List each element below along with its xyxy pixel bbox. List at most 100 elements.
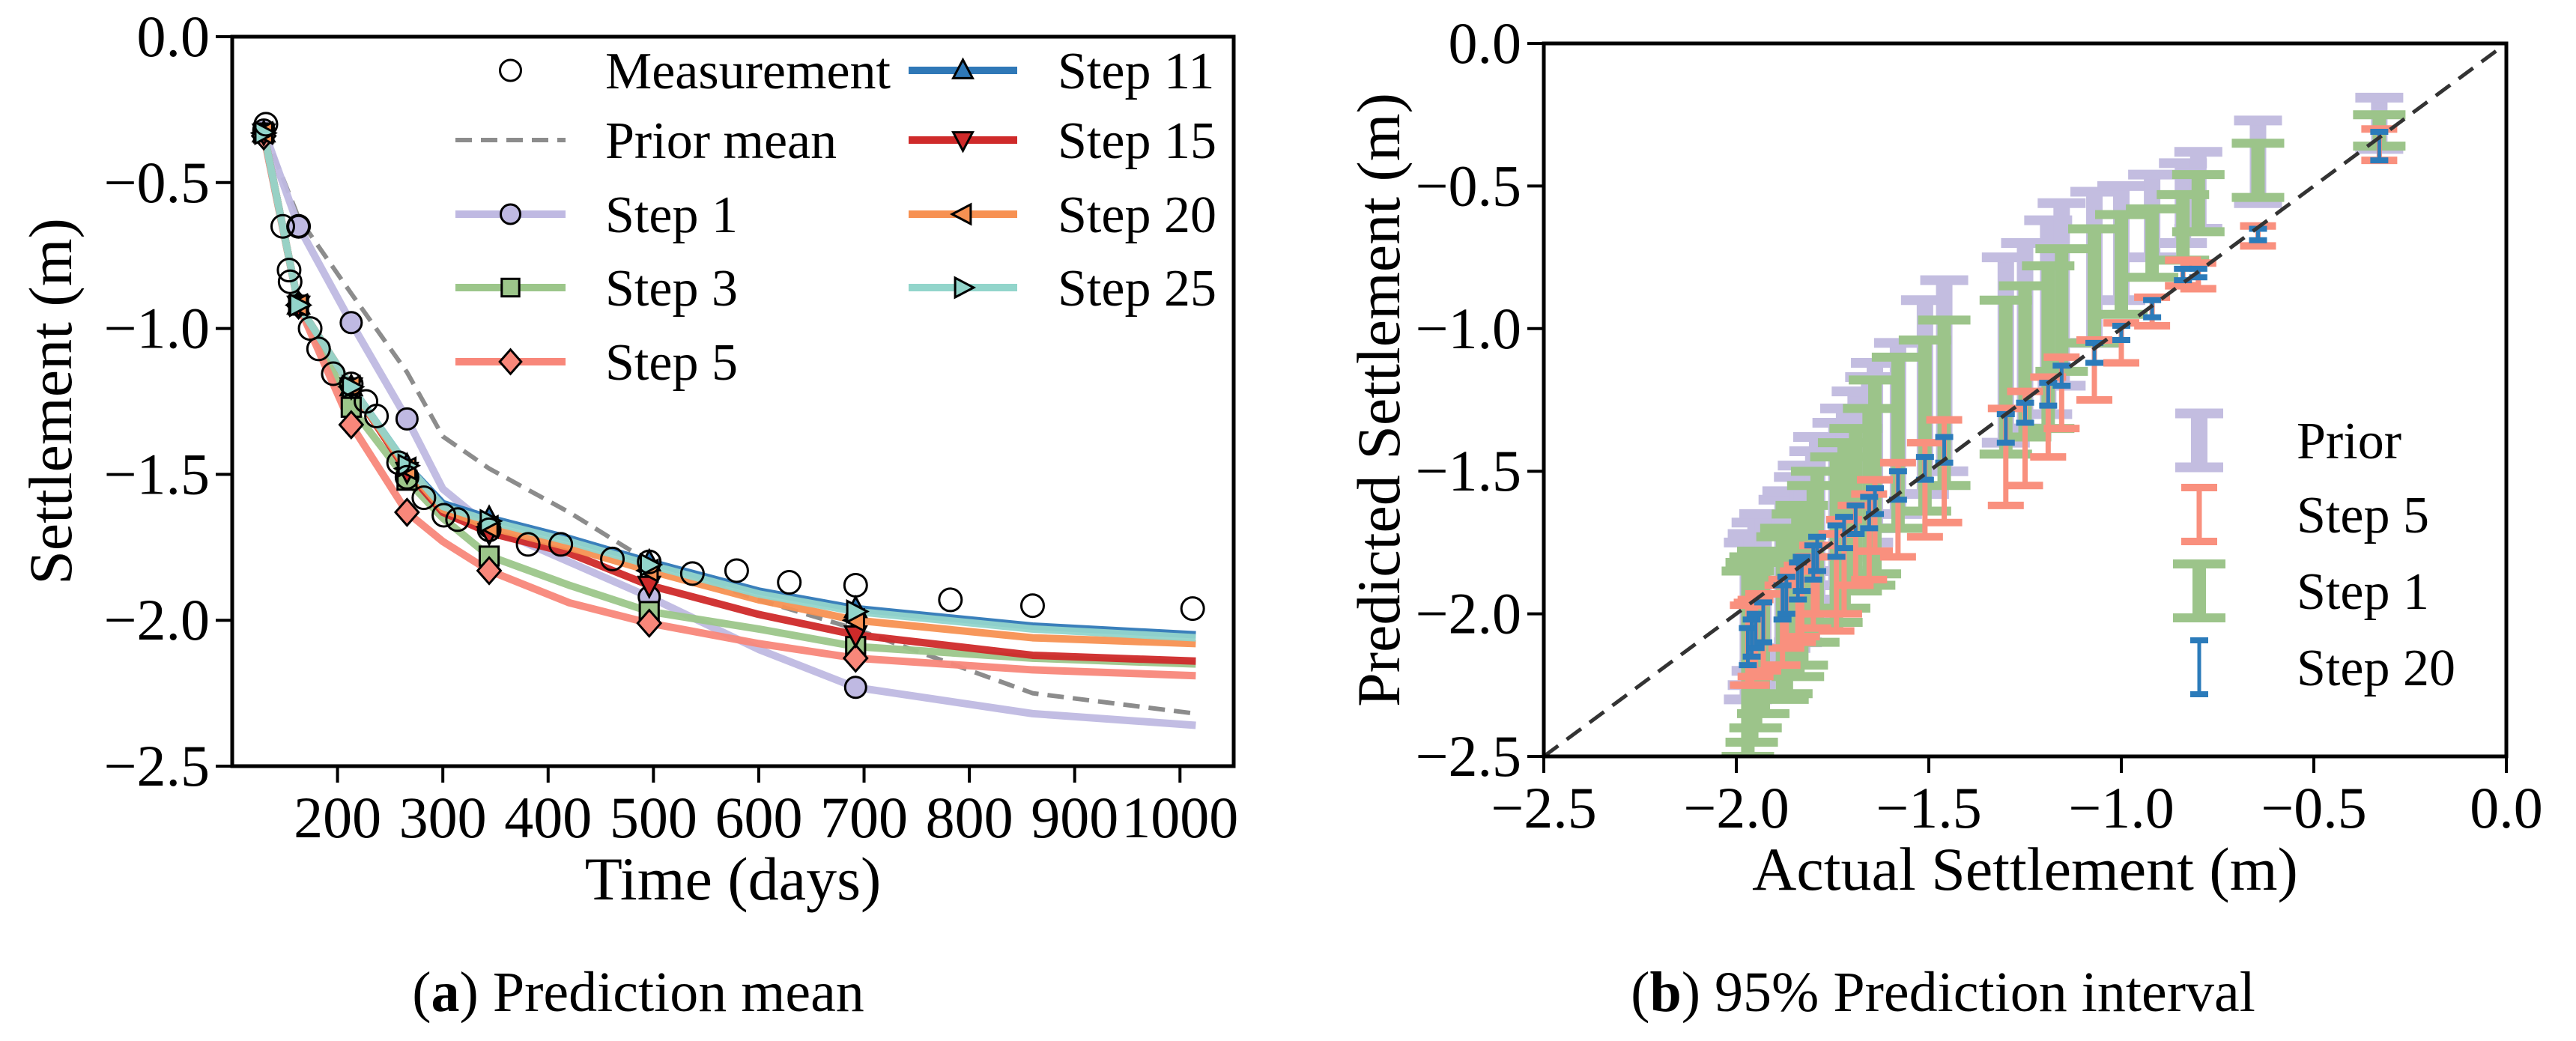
y-tick-label: −2.0 xyxy=(1416,581,1522,646)
y-tick-label: −1.0 xyxy=(1416,296,1522,361)
legend-label: Step 1 xyxy=(605,186,738,244)
caption-paren-close: ) xyxy=(1682,961,1700,1024)
legend-label: Step 25 xyxy=(1058,260,1216,318)
y-tick-label: 0.0 xyxy=(1449,10,1522,76)
legend-label: Step 15 xyxy=(1058,112,1216,170)
y-tick-label: 0.0 xyxy=(137,4,210,69)
x-tick-label: −1.5 xyxy=(1876,775,1982,840)
legend-label: Step 20 xyxy=(1058,186,1216,244)
y-tick-label: −1.5 xyxy=(104,441,210,506)
legend-marker xyxy=(951,131,975,154)
x-tick-label: −2.5 xyxy=(1491,775,1597,840)
legend-label: Step 3 xyxy=(605,260,738,318)
plot-area xyxy=(1544,43,2506,756)
x-tick-label: −2.0 xyxy=(1683,775,1789,840)
x-tick-label: −0.5 xyxy=(2261,775,2367,840)
x-tick-label: 500 xyxy=(610,785,697,850)
y-tick-label: −0.5 xyxy=(104,150,210,215)
x-tick-label: 400 xyxy=(504,785,592,850)
x-tick-label: −1.0 xyxy=(2068,775,2175,840)
legend-item: Step 20 xyxy=(2190,637,2455,697)
series-marker-step-25 xyxy=(342,374,366,400)
error-bar xyxy=(2172,170,2225,237)
y-axis-label: Settlement (m) xyxy=(16,218,85,585)
y-tick-label: −2.0 xyxy=(104,587,210,652)
measurement-point xyxy=(515,532,541,557)
legend-marker-measurement xyxy=(499,58,522,82)
error-bar xyxy=(2249,225,2267,243)
x-tick-label: 600 xyxy=(715,785,802,850)
legend-item: Step 5 xyxy=(2181,484,2429,545)
measurement-point xyxy=(548,532,574,557)
legend-marker xyxy=(500,203,521,225)
legend-item: Step 11 xyxy=(909,43,1214,100)
series-marker-step-1 xyxy=(395,407,419,431)
series-marker-step-5 xyxy=(636,608,663,638)
caption-label: b xyxy=(1649,961,1681,1024)
measurement-point xyxy=(445,507,470,532)
x-tick-label: 200 xyxy=(294,785,381,850)
measurement-point xyxy=(777,570,802,595)
series-marker-step-25 xyxy=(254,121,278,146)
legend-label: Prior mean xyxy=(605,112,837,170)
panel-a-prediction-mean: 200 300 400 500 600 700 800 900 1000 0.0 −0.5 −1.0 −… xyxy=(16,4,1238,1024)
caption: (b) 95% Prediction interval xyxy=(1631,961,2255,1024)
reference-line-y-equals-x xyxy=(1544,43,2506,756)
series-line-step-25 xyxy=(260,132,1196,642)
legend-item: Step 20 xyxy=(909,186,1216,244)
legend-item: Step 5 xyxy=(455,334,738,392)
measurement-point xyxy=(476,517,502,542)
measurement-point xyxy=(253,112,279,137)
y-axis-label: Predicted Settlement (m) xyxy=(1345,93,1413,707)
measurement-point xyxy=(637,549,662,574)
measurement-point xyxy=(843,572,868,598)
legend-item: Measurement xyxy=(499,43,891,100)
series-marker-step-1 xyxy=(843,676,867,699)
caption-paren-close: ) xyxy=(460,961,479,1024)
measurement-point xyxy=(286,213,312,239)
legend-marker xyxy=(954,276,977,300)
x-axis-label: Actual Settlement (m) xyxy=(1752,835,2298,903)
series-marker-step-25 xyxy=(846,599,870,624)
series-marker-step-25 xyxy=(288,292,313,318)
measurement-point xyxy=(270,213,295,239)
legend-label: Step 5 xyxy=(2297,487,2429,544)
panel-b-prediction-interval: −2.5 −2.0 −1.5 −1.0 −0.5 0.0 0.0 −0.5 −1.0 −1.5 −2… xyxy=(1345,10,2543,1024)
measurement-point xyxy=(1019,593,1045,619)
measurement-point xyxy=(600,546,625,571)
plot-frame xyxy=(230,34,1236,768)
error-bar xyxy=(1807,533,1826,574)
x-tick-label: 300 xyxy=(399,785,487,850)
error-bar xyxy=(2126,204,2179,282)
measurement-point xyxy=(724,558,749,583)
measurement-point xyxy=(431,503,457,528)
series-marker-step-5 xyxy=(393,497,420,527)
legend: Prior Step 5 Step 1 Step 20 xyxy=(2173,408,2455,697)
legend: Measurement Prior mean Step 1 Step 3 Step 5 S… xyxy=(455,43,1216,392)
legend-item: Step 25 xyxy=(909,260,1216,318)
x-axis-label: Time (days) xyxy=(585,845,882,913)
x-tick-label: 0.0 xyxy=(2470,775,2543,840)
error-bar xyxy=(1846,502,1865,537)
measurement-point xyxy=(394,464,419,490)
caption-text: 95% Prediction interval xyxy=(1700,961,2255,1024)
measurement-point xyxy=(364,403,390,428)
x-tick-label: 800 xyxy=(926,785,1013,850)
legend-item: Step 15 xyxy=(909,112,1216,170)
series-marker-step-1 xyxy=(339,311,363,335)
legend-item: Step 1 xyxy=(2173,559,2429,622)
series-marker-step-5 xyxy=(842,643,869,673)
legend-marker xyxy=(498,347,523,376)
x-tick-label: 900 xyxy=(1031,785,1118,850)
y-tick-label: −2.5 xyxy=(1416,723,1522,789)
error-bar xyxy=(2052,362,2071,389)
measurement-point xyxy=(276,258,302,283)
y-tick-label: −1.5 xyxy=(1416,438,1522,503)
y-tick-label: −1.0 xyxy=(104,296,210,361)
caption-label: a xyxy=(431,961,460,1024)
legend-item: Prior mean xyxy=(455,112,837,170)
caption-paren-open: ( xyxy=(1631,961,1649,1024)
measurement-point xyxy=(411,485,437,511)
legend-item: Step 3 xyxy=(455,260,738,318)
legend-label: Step 5 xyxy=(605,334,738,392)
